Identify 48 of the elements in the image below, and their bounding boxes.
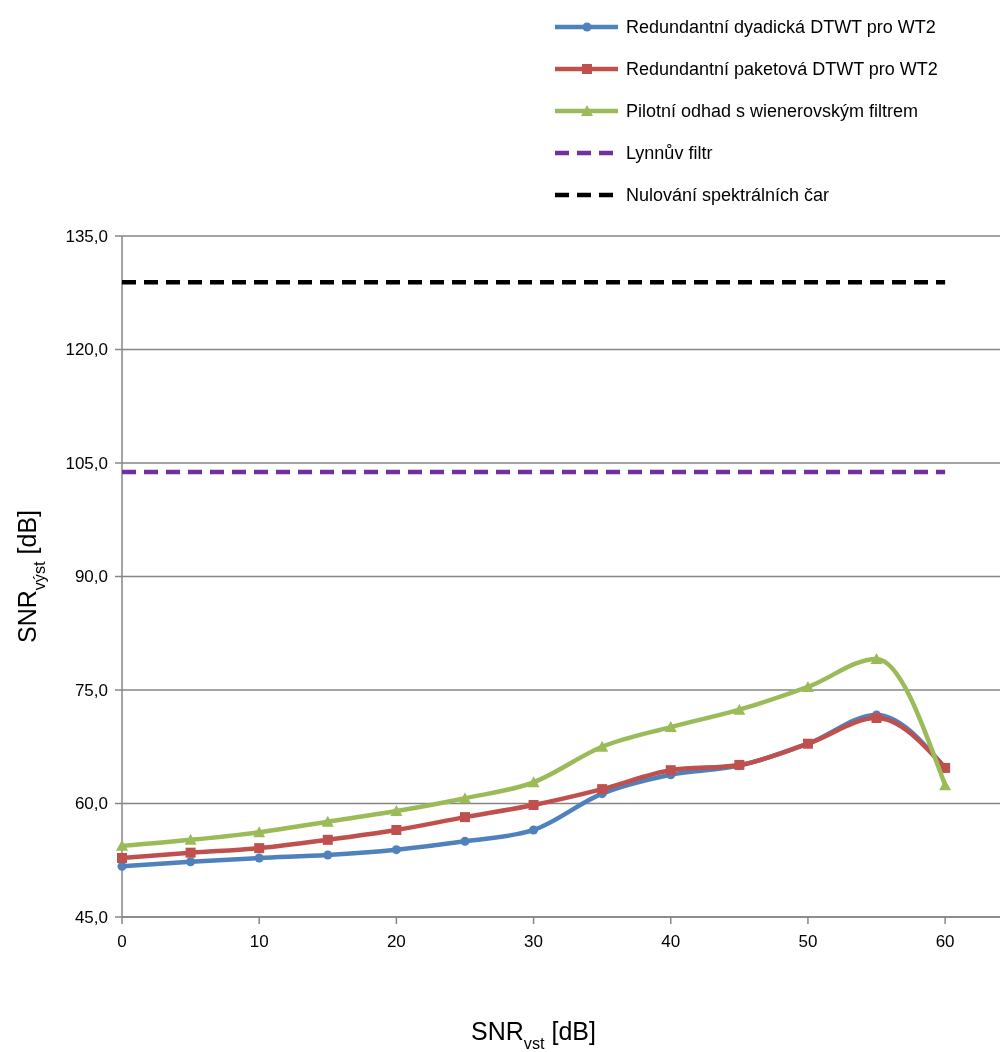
y-tick-label: 135,0 (65, 226, 108, 246)
point (801, 680, 814, 692)
point (390, 805, 403, 817)
point (391, 824, 402, 835)
x-tick-label: 50 (798, 932, 818, 951)
x-tick-label: 20 (386, 932, 406, 951)
point (116, 839, 128, 851)
legend-label: Lynnův filtr (626, 143, 713, 164)
legend-label: Nulování spektrálních čar (626, 185, 830, 206)
point (597, 784, 608, 795)
point (254, 843, 265, 854)
point (529, 825, 539, 835)
y-tick-label: 75,0 (74, 680, 108, 700)
point (870, 652, 883, 664)
x-tick-label: 30 (524, 932, 544, 951)
legend-label: Pilotní odhad s wienerovským filtrem (626, 101, 919, 122)
x-tick-label: 40 (661, 932, 681, 951)
point (596, 740, 609, 752)
y-tick-label: 60,0 (74, 794, 108, 814)
x-tick-label: 10 (249, 932, 269, 951)
y-tick-label: 45,0 (74, 907, 108, 927)
point (254, 853, 264, 863)
point (459, 812, 470, 823)
point (253, 826, 266, 838)
point (528, 800, 539, 811)
point (527, 776, 540, 788)
x-tick-label: 0 (117, 932, 127, 951)
y-tick-label: 90,0 (74, 567, 108, 587)
legend-label: Redundantní paketová DTWT pro WT2 (626, 59, 938, 80)
point (665, 765, 676, 776)
point (321, 815, 334, 827)
point (939, 779, 952, 791)
point (185, 847, 196, 858)
point (391, 845, 401, 855)
point (117, 852, 127, 863)
point (186, 857, 196, 867)
point (460, 836, 470, 846)
x-axis-title: SNR$_{vst}$ [dB] (471, 1017, 596, 1052)
y-tick-label: 120,0 (65, 340, 108, 360)
x-tick-label: 60 (935, 932, 955, 951)
point (323, 850, 333, 860)
legend-label: Redundantní dyadická DTWT pro WT2 (626, 17, 936, 38)
point (458, 792, 471, 804)
point (664, 721, 677, 733)
point (322, 834, 333, 845)
y-tick-label: 105,0 (65, 453, 108, 473)
point (184, 833, 197, 845)
point (733, 703, 746, 715)
